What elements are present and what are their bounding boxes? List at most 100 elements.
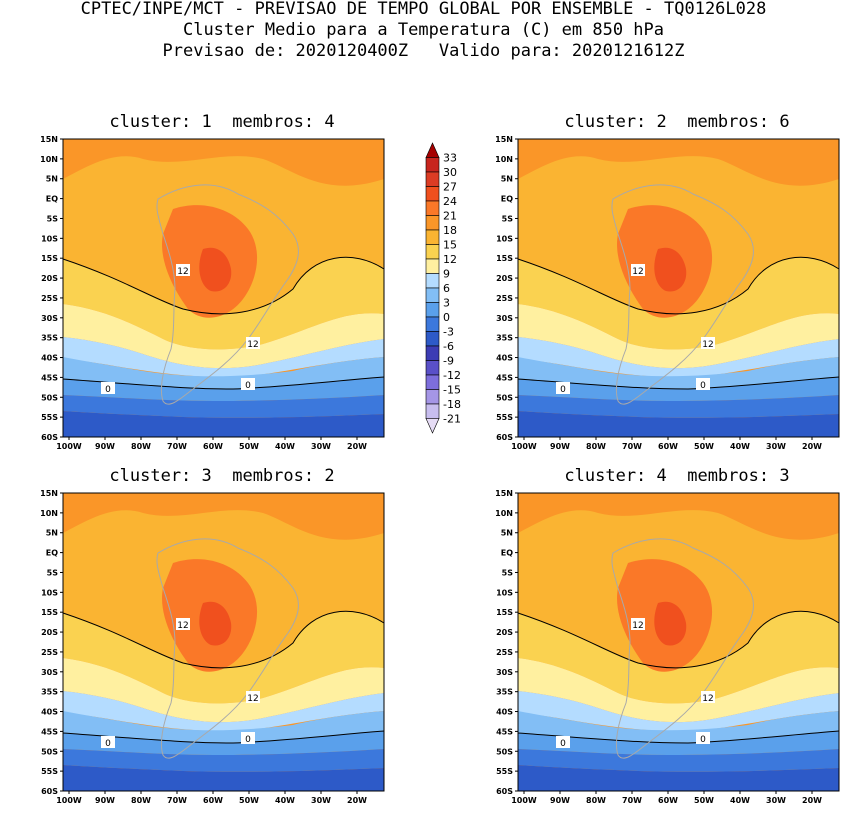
lon-tick-label: 40W	[730, 796, 750, 805]
lat-tick-label: 45S	[496, 727, 513, 736]
lon-tick-label: 80W	[586, 442, 606, 451]
colorbar-label: -18	[443, 398, 461, 411]
colorbar-swatch	[425, 258, 440, 274]
map-panel-cluster-1: 12 12 0 0 15N 10N 5N EQ 5S 10S 15S 20S 25S 30S 35S 40S 4…	[0, 112, 395, 468]
lat-tick-label: EQ	[501, 549, 513, 558]
contour-label-bg	[176, 264, 190, 276]
temperature-band	[518, 139, 839, 186]
warm-core-region	[654, 601, 687, 646]
coastline	[156, 538, 299, 759]
temperature-band	[63, 304, 384, 369]
lon-tick-label: 90W	[550, 442, 570, 451]
colorbar-label: -21	[443, 413, 461, 426]
lat-tick-label: 60S	[496, 787, 513, 796]
lat-tick-label: 40S	[41, 708, 58, 717]
temperature-map: 12 12 0 0 15N 10N 5N EQ 5S 10S 15S 20S 25S 30S 35S 40S 4…	[40, 489, 385, 805]
temperature-band	[518, 765, 839, 791]
panel-title: cluster: 3 membros: 2	[109, 466, 335, 486]
lat-tick-label: 10S	[496, 588, 513, 597]
lat-tick-label: EQ	[501, 195, 513, 204]
lat-tick-label: 40S	[41, 354, 58, 363]
lat-tick-label: 15S	[41, 608, 58, 617]
lat-tick-label: 35S	[496, 688, 513, 697]
lat-tick-label: EQ	[46, 549, 58, 558]
temperature-band	[63, 395, 384, 418]
contour-label: 0	[560, 739, 566, 749]
colorbar-label: 18	[443, 224, 457, 237]
lon-tick-label: 70W	[622, 796, 642, 805]
colorbar-label: -3	[443, 326, 454, 339]
lon-tick-label: 30W	[311, 796, 331, 805]
contour-line-0	[62, 376, 385, 390]
lon-tick-label: 40W	[275, 796, 295, 805]
lon-tick-label: 80W	[131, 442, 151, 451]
contour-label-bg	[556, 382, 570, 394]
lat-tick-label: 35S	[41, 334, 58, 343]
lon-tick-label: 20W	[802, 442, 822, 451]
temperature-band	[63, 711, 384, 743]
contour-label-bg	[241, 378, 255, 390]
lon-tick-label: 90W	[95, 796, 115, 805]
colorbar-swatch	[425, 200, 440, 216]
lat-tick-label: 5S	[502, 568, 514, 577]
lon-tick-label: 30W	[311, 442, 331, 451]
temperature-band	[63, 765, 384, 791]
contour-label-bg	[701, 691, 715, 703]
lon-tick-label: 20W	[347, 442, 367, 451]
contour-label-bg	[631, 618, 645, 630]
lat-tick-label: 60S	[41, 787, 58, 796]
lat-tick-label: 25S	[41, 648, 58, 657]
contour-line-12	[517, 610, 840, 669]
colorbar-label: 6	[443, 282, 450, 295]
lat-tick-label: 10S	[41, 588, 58, 597]
lon-tick-label: 50W	[239, 796, 259, 805]
lat-tick-label: 10N	[40, 155, 58, 164]
colorbar-label: 9	[443, 268, 450, 281]
map-frame	[62, 492, 385, 792]
temperature-band	[63, 411, 384, 437]
contour-line-12	[517, 256, 840, 315]
lat-tick-label: 20S	[496, 274, 513, 283]
lat-tick-label: 50S	[496, 747, 513, 756]
contour-label: 12	[247, 340, 258, 350]
lat-tick-label: 5N	[46, 175, 58, 184]
lon-tick-label: 90W	[550, 796, 570, 805]
lon-tick-label: 20W	[802, 796, 822, 805]
contour-label: 12	[632, 267, 643, 277]
map-panel-cluster-4: 12 12 0 0 15N 10N 5N EQ 5S 10S 15S 20S 25S 30S 35S 40S 4…	[455, 466, 847, 822]
lon-tick-label: 60W	[203, 442, 223, 451]
warm-core-region	[654, 247, 687, 292]
lat-tick-label: 30S	[496, 668, 513, 677]
coastline	[156, 184, 299, 405]
colorbar-swatch	[425, 215, 440, 231]
contour-label-bg	[556, 736, 570, 748]
temperature-band	[518, 493, 839, 540]
colorbar-swatch	[425, 374, 440, 390]
warm-core-region	[199, 601, 232, 646]
map-panel-cluster-3: 12 12 0 0 15N 10N 5N EQ 5S 10S 15S 20S 25S 30S 35S 40S 4…	[0, 466, 395, 822]
panel-title: cluster: 4 membros: 3	[564, 466, 790, 486]
colorbar-swatch	[425, 360, 440, 376]
colorbar-label: 12	[443, 253, 457, 266]
lat-tick-label: 50S	[41, 393, 58, 402]
colorbar-label: 15	[443, 239, 457, 252]
temperature-band	[63, 658, 384, 723]
colorbar-label: 0	[443, 311, 450, 324]
lon-tick-label: 40W	[275, 442, 295, 451]
lat-tick-label: EQ	[46, 195, 58, 204]
contour-label-bg	[246, 691, 260, 703]
contour-label: 0	[560, 385, 566, 395]
lat-tick-label: 30S	[41, 314, 58, 323]
lat-tick-label: 25S	[41, 294, 58, 303]
contour-label: 12	[632, 621, 643, 631]
lat-tick-label: 15N	[40, 489, 58, 498]
colorbar-label: 21	[443, 210, 457, 223]
contour-line-0	[517, 730, 840, 744]
colorbar-label: 3	[443, 297, 450, 310]
contour-label: 0	[105, 739, 111, 749]
contour-line-12	[62, 610, 385, 669]
temperature-band	[63, 139, 384, 186]
coastline	[611, 538, 754, 759]
lat-tick-label: 10N	[495, 509, 513, 518]
